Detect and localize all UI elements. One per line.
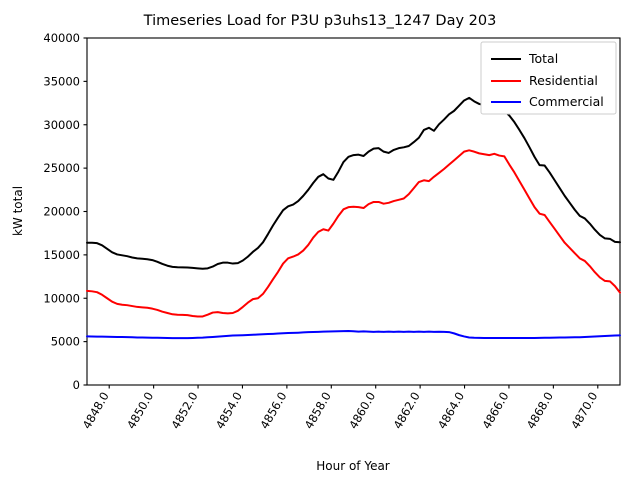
- chart-title: Timeseries Load for P3U p3uhs13_1247 Day…: [143, 13, 497, 29]
- x-tick-label: 4852.0: [168, 390, 200, 432]
- y-axis-ticks: 0 5000 10000 15000 20000 25000 30000 35000 40000: [43, 31, 87, 392]
- x-tick-label: 4858.0: [302, 390, 334, 432]
- series-line-commercial: [86, 330, 621, 340]
- x-tick-label: 4868.0: [524, 390, 556, 432]
- y-tick-label: 0: [73, 378, 80, 392]
- x-axis-ticks: 4848.0 4850.0 4852.0 4854.0 4856.0 4858.0 4860…: [80, 385, 600, 432]
- x-axis-label: Hour of Year: [316, 459, 390, 473]
- legend-label-total: Total: [528, 51, 558, 66]
- y-tick-label: 30000: [43, 118, 80, 132]
- y-tick-label: 20000: [43, 205, 80, 219]
- y-tick-label: 25000: [43, 161, 80, 175]
- y-tick-label: 5000: [51, 335, 80, 349]
- data-series-group: [86, 96, 621, 340]
- chart-legend[interactable]: Total Residential Commercial: [480, 41, 617, 115]
- legend-label-residential: Residential: [529, 73, 598, 88]
- x-tick-label: 4864.0: [435, 390, 467, 432]
- x-tick-label: 4866.0: [479, 390, 511, 432]
- y-tick-label: 35000: [43, 74, 80, 88]
- x-tick-label: 4854.0: [213, 390, 245, 432]
- legend-label-commercial: Commercial: [529, 94, 604, 109]
- series-line-total: [86, 96, 621, 270]
- x-tick-label: 4850.0: [124, 390, 156, 432]
- x-tick-label: 4856.0: [257, 390, 289, 432]
- y-tick-label: 40000: [43, 31, 80, 45]
- x-tick-label: 4848.0: [80, 390, 112, 432]
- y-axis-label: kW total: [11, 186, 25, 236]
- x-tick-label: 4860.0: [346, 390, 378, 432]
- x-tick-label: 4862.0: [390, 390, 422, 432]
- y-tick-label: 10000: [43, 291, 80, 305]
- series-line-residential: [86, 149, 621, 318]
- x-tick-label: 4870.0: [568, 390, 600, 432]
- y-tick-label: 15000: [43, 248, 80, 262]
